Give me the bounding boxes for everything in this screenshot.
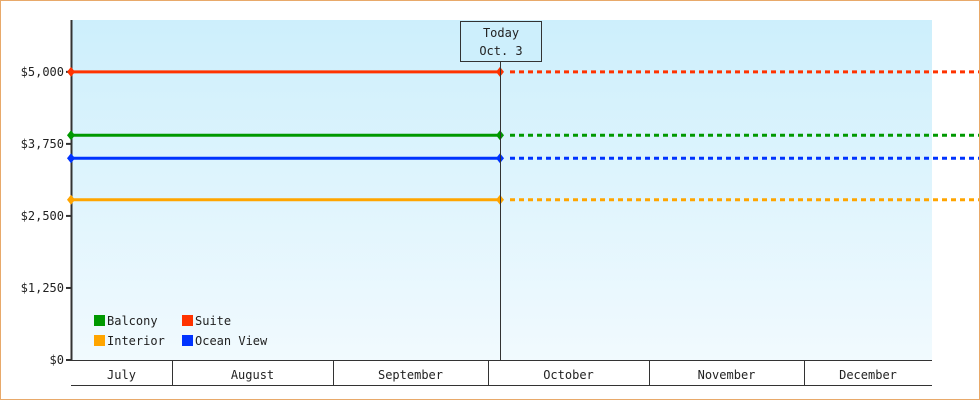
legend-swatch — [94, 315, 105, 326]
legend-label: Ocean View — [195, 334, 268, 348]
y-tick-label: $3,750 — [21, 137, 64, 151]
plot-area — [71, 20, 932, 360]
legend-swatch — [182, 315, 193, 326]
legend-label: Interior — [107, 334, 165, 348]
legend-swatch — [94, 335, 105, 346]
legend-label: Balcony — [107, 314, 158, 328]
today-date-label: Oct. 3 — [479, 44, 522, 58]
data-point-ocean-view — [67, 153, 75, 164]
data-point-suite — [67, 66, 75, 77]
x-tick-label-november: November — [698, 368, 756, 382]
y-tick-label: $5,000 — [21, 65, 64, 79]
data-point-balcony — [67, 130, 75, 141]
today-label: Today — [483, 26, 519, 40]
legend-label: Suite — [195, 314, 231, 328]
legend-swatch — [182, 335, 193, 346]
x-tick-label-september: September — [378, 368, 443, 382]
y-tick-label: $0 — [50, 353, 64, 367]
x-tick-label-october: October — [543, 368, 594, 382]
today-label-box — [460, 21, 542, 62]
x-tick-label-august: August — [231, 368, 274, 382]
y-tick-label: $1,250 — [21, 281, 64, 295]
y-tick-label: $2,500 — [21, 209, 64, 223]
x-tick-label-july: July — [107, 368, 136, 382]
x-tick-label-december: December — [839, 368, 897, 382]
data-point-interior — [67, 194, 75, 205]
